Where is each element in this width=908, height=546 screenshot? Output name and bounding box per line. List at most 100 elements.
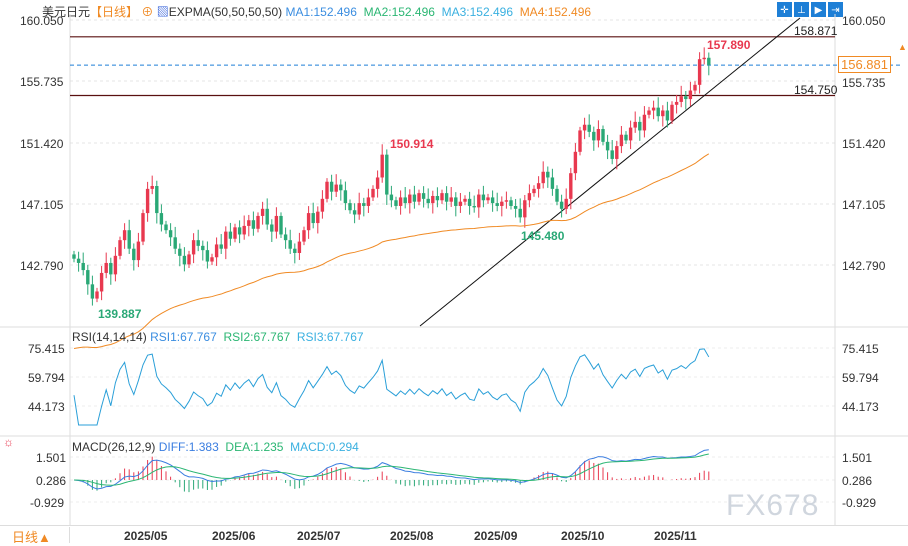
date-label: 2025/09 <box>474 529 518 543</box>
crosshair-button[interactable]: ✛ <box>777 2 792 17</box>
candle-body <box>320 198 325 212</box>
candle-body <box>564 198 568 209</box>
rsi-axis-label: 75.415 <box>842 342 879 356</box>
candle-body <box>693 84 697 91</box>
candle-body <box>385 154 389 195</box>
candle-body <box>380 154 384 178</box>
dea-value: DEA:1.235 <box>225 440 284 454</box>
candle-body <box>408 194 412 204</box>
left-axis-label: 160.050 <box>20 14 64 28</box>
candle-body <box>132 248 136 261</box>
candle-body <box>389 194 394 201</box>
indicator-label[interactable]: EXPMA(50,50,50,50) <box>168 5 283 19</box>
candle-body <box>490 197 495 204</box>
candle-body <box>274 215 279 232</box>
candle-body <box>546 171 550 178</box>
candle-body <box>219 244 223 249</box>
rsi-legend: RSI(14,14,14) RSI1:67.767 RSI2:67.767 RS… <box>72 330 364 344</box>
candle-body <box>237 227 242 235</box>
date-label: 2025/11 <box>654 529 697 543</box>
zoom-button[interactable]: ▶ <box>811 2 826 17</box>
candle-body <box>472 205 476 208</box>
trend-line <box>419 17 801 327</box>
rsi-axis-label: 44.173 <box>28 400 65 414</box>
candle-body <box>99 272 104 292</box>
candle-body <box>495 203 499 206</box>
candle-body <box>109 262 113 275</box>
macd-axis-label: 1.501 <box>842 451 873 465</box>
candle-body <box>550 177 555 189</box>
macd-axis-label: 1.501 <box>36 451 67 465</box>
candle-body <box>164 224 168 231</box>
candle-body <box>251 220 256 229</box>
candle-body <box>224 231 228 249</box>
candle-body <box>288 240 292 249</box>
candle-body <box>444 193 449 202</box>
settings-sun-icon[interactable]: ☼ <box>3 435 14 449</box>
candle-body <box>293 248 297 253</box>
candle-body <box>417 193 421 202</box>
candle-body <box>661 110 665 117</box>
candle-body <box>145 188 150 214</box>
candle-body <box>173 237 177 249</box>
candle-body <box>228 231 233 239</box>
candle-body <box>113 255 118 275</box>
period-label[interactable]: 【日线】 <box>90 5 139 19</box>
candle-body <box>155 186 159 214</box>
candle-body <box>260 208 265 216</box>
rsi1-value: RSI1:67.767 <box>150 330 217 344</box>
candle-body <box>504 200 509 202</box>
candle-body <box>431 195 435 204</box>
candle-body <box>141 213 145 242</box>
candle-body <box>679 96 683 102</box>
ma2-value: MA2:152.496 <box>363 5 435 19</box>
right-axis-label: 155.735 <box>842 76 886 90</box>
indicator-icon[interactable]: ▧ <box>156 5 169 19</box>
candle-body <box>196 240 200 246</box>
candle-body <box>426 198 430 204</box>
rsi-axis-label: 44.173 <box>842 400 879 414</box>
candle-body <box>247 220 251 226</box>
candle-body <box>329 181 334 192</box>
candle-body <box>509 200 513 206</box>
candle-body <box>601 129 605 142</box>
candle-body <box>182 255 187 265</box>
candle-body <box>582 124 587 131</box>
rsi2-value: RSI2:67.767 <box>223 330 291 344</box>
candle-body <box>265 208 269 225</box>
candle-body <box>72 254 76 259</box>
macd-value: MACD:0.294 <box>290 440 359 454</box>
high-annotation: 157.890 <box>707 38 751 52</box>
range-button[interactable]: ⊥ <box>794 2 809 17</box>
candle-body <box>449 197 453 202</box>
candle-body <box>348 203 352 211</box>
candle-body <box>375 177 380 189</box>
macd-axis-label: 0.286 <box>36 474 67 488</box>
candle-body <box>394 200 398 206</box>
candle-body <box>536 183 541 189</box>
macd-legend: MACD(26,12,9) DIFF:1.383 DEA:1.235 MACD:… <box>72 440 359 454</box>
low-annotation: 145.480 <box>521 229 565 243</box>
macd-axis-label: -0.929 <box>30 496 65 510</box>
candle-body <box>651 107 656 111</box>
right-axis-label: 142.790 <box>842 259 886 273</box>
candle-body <box>210 257 214 262</box>
add-icon[interactable]: ⊕ <box>141 5 154 19</box>
candle-body <box>605 141 610 151</box>
candle-body <box>481 194 486 201</box>
candle-body <box>302 230 306 242</box>
macd-axis-label: -0.929 <box>842 496 877 510</box>
candle-body <box>578 130 582 152</box>
candle-body <box>573 151 578 174</box>
period-selector[interactable]: 日线▲ <box>0 527 70 545</box>
candle-body <box>523 200 527 218</box>
candle-body <box>76 258 81 263</box>
candle-body <box>541 171 545 184</box>
candle-body <box>168 230 173 238</box>
date-label: 2025/10 <box>561 529 605 543</box>
candle-body <box>339 184 343 191</box>
expma-line <box>73 153 710 349</box>
candle-body <box>362 203 366 206</box>
candle-body <box>555 188 559 202</box>
